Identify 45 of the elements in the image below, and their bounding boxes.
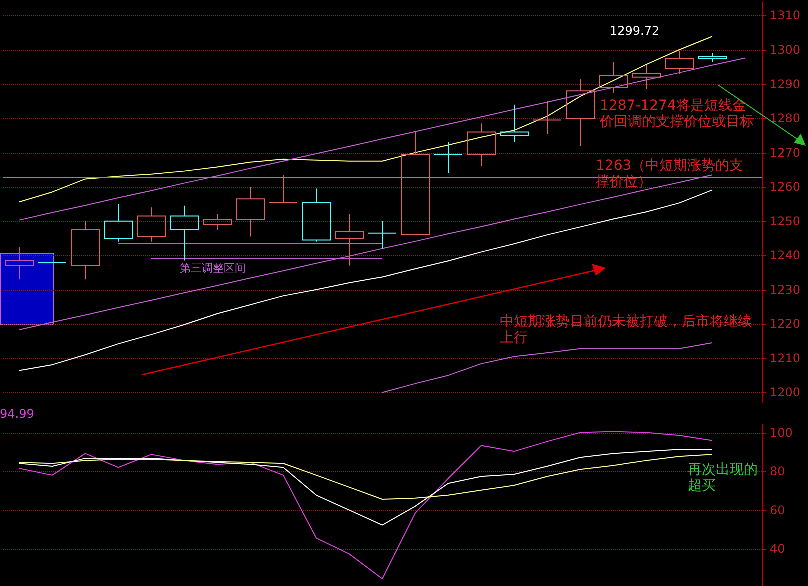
annotation: 第三调整区间 xyxy=(180,262,246,275)
candlestick xyxy=(401,132,430,236)
candlestick xyxy=(467,123,496,168)
y-tick-label: 1250 xyxy=(770,214,801,228)
candlestick xyxy=(368,220,397,250)
candlestick xyxy=(335,214,364,266)
candlestick xyxy=(71,220,100,280)
y-tick-label: 1310 xyxy=(770,8,801,23)
candlestick xyxy=(236,186,265,238)
y-tick-label: 80 xyxy=(770,464,786,479)
y-tick-label: 1270 xyxy=(770,146,801,160)
candlestick xyxy=(632,64,661,90)
y-tick-label: 1280 xyxy=(770,112,801,126)
y-tick-label: 60 xyxy=(770,503,786,518)
candlestick xyxy=(137,207,166,242)
candlestick xyxy=(698,52,727,62)
candlestick xyxy=(665,50,694,74)
y-tick-label: 1300 xyxy=(770,42,801,57)
annotation: 1287-1274将是短线金价回调的支撑价位或目标 xyxy=(599,98,754,130)
candlestick xyxy=(500,104,529,144)
y-tick-label: 40 xyxy=(770,542,786,556)
candlestick xyxy=(302,188,331,242)
y-tick-label: 1240 xyxy=(770,248,801,263)
candlestick xyxy=(269,174,298,203)
candlestick xyxy=(599,61,628,94)
annotation: 再次出现的超买 xyxy=(688,462,758,494)
annotation: 1263（中短期涨势的支撑价位） xyxy=(596,158,744,190)
y-tick-label: 1290 xyxy=(770,77,801,92)
candlestick xyxy=(104,204,133,242)
annotation: 1299.72 xyxy=(610,24,660,38)
annotation: 中短期涨势目前仍未被打破，后市将继续上行 xyxy=(500,314,752,346)
candlestick xyxy=(434,142,463,174)
candlestick xyxy=(533,100,562,134)
candlestick xyxy=(203,214,232,230)
candlestick xyxy=(5,246,34,280)
line-series xyxy=(382,342,713,394)
candlestick xyxy=(566,78,595,146)
y-tick-label: 100 xyxy=(770,426,793,440)
text: 94.99 xyxy=(0,407,34,421)
y-tick-label: 1200 xyxy=(770,386,801,400)
y-tick-label: 1230 xyxy=(770,282,801,297)
y-tick-label: 1210 xyxy=(770,351,801,366)
y-tick-label: 1220 xyxy=(770,317,801,332)
y-tick-label: 1260 xyxy=(770,180,801,194)
candlestick xyxy=(170,205,199,262)
